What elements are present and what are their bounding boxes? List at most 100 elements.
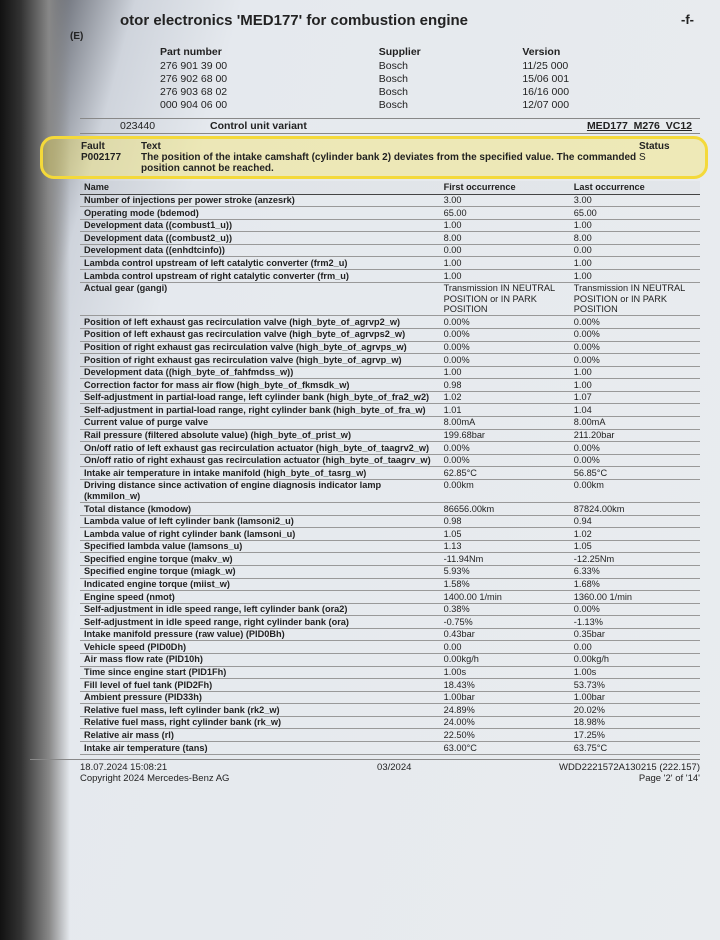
table-row: Development data ((combust1_u))1.001.00 [80, 219, 700, 232]
param-name: Position of right exhaust gas recirculat… [80, 354, 440, 367]
param-first: 0.00% [440, 442, 570, 455]
col-last-occurrence: Last occurrence [570, 181, 700, 194]
part-row: 276 903 68 02Bosch16/16 000 [160, 86, 680, 99]
param-name: Self-adjustment in partial-load range, r… [80, 404, 440, 417]
param-name: Vehicle speed (PID0Dh) [80, 641, 440, 654]
param-name: Self-adjustment in partial-load range, l… [80, 391, 440, 404]
param-name: Fill level of fuel tank (PID2Fh) [80, 679, 440, 692]
part-cell: 276 903 68 02 [160, 86, 379, 99]
table-row: Specified engine torque (miagk_w)5.93%6.… [80, 565, 700, 578]
param-first: 24.00% [440, 716, 570, 729]
param-last: -12.25Nm [570, 553, 700, 566]
part-row: 276 901 39 00Bosch11/25 000 [160, 60, 680, 73]
param-last: -1.13% [570, 616, 700, 629]
param-name: Number of injections per power stroke (a… [80, 194, 440, 207]
param-last: 1.68% [570, 578, 700, 591]
part-numbers-table: Part number Supplier Version 276 901 39 … [160, 46, 680, 112]
table-row: Self-adjustment in idle speed range, rig… [80, 616, 700, 629]
param-last: Transmission IN NEUTRAL POSITION or IN P… [570, 282, 700, 316]
param-last: 0.00% [570, 328, 700, 341]
table-row: Total distance (kmodow)86656.00km87824.0… [80, 503, 700, 516]
param-first: 199.68bar [440, 429, 570, 442]
side-label: (E) [70, 31, 700, 42]
page-footer: 18.07.2024 15:08:21 Copyright 2024 Merce… [30, 759, 700, 784]
part-cell: 15/06 001 [522, 73, 680, 86]
param-name: Current value of purge valve [80, 416, 440, 429]
param-last: 17.25% [570, 729, 700, 742]
table-row: Position of left exhaust gas recirculati… [80, 328, 700, 341]
table-row: Air mass flow rate (PID10h)0.00kg/h0.00k… [80, 653, 700, 666]
table-row: Relative fuel mass, right cylinder bank … [80, 716, 700, 729]
param-first: 0.00kg/h [440, 653, 570, 666]
param-first: Transmission IN NEUTRAL POSITION or IN P… [440, 282, 570, 316]
param-name: Specified engine torque (makv_w) [80, 553, 440, 566]
part-cell: 276 901 39 00 [160, 60, 379, 73]
param-name: Lambda control upstream of right catalyt… [80, 270, 440, 283]
param-last: 8.00 [570, 232, 700, 245]
fault-header-status: Status [639, 141, 699, 152]
part-cell: 276 902 68 00 [160, 73, 379, 86]
param-first: 0.00% [440, 341, 570, 354]
param-name: Operating mode (bdemod) [80, 207, 440, 220]
param-name: Development data ((high_byte_of_fahfmdss… [80, 366, 440, 379]
param-last: 1.05 [570, 540, 700, 553]
param-last: 1.00s [570, 666, 700, 679]
param-last: 56.85°C [570, 467, 700, 480]
param-name: Intake air temperature (tans) [80, 742, 440, 755]
table-row: On/off ratio of right exhaust gas recirc… [80, 454, 700, 467]
part-cell: Bosch [379, 60, 523, 73]
table-row: Self-adjustment in partial-load range, r… [80, 404, 700, 417]
param-last: 0.00 [570, 641, 700, 654]
param-name: Specified engine torque (miagk_w) [80, 565, 440, 578]
param-last: 8.00mA [570, 416, 700, 429]
col-part-number: Part number [160, 46, 379, 60]
param-first: 1.00 [440, 219, 570, 232]
table-row: Relative air mass (rl)22.50%17.25% [80, 729, 700, 742]
param-name: On/off ratio of right exhaust gas recirc… [80, 454, 440, 467]
fault-code: P002177 [81, 152, 141, 174]
param-last: 20.02% [570, 704, 700, 717]
param-first: 0.00 [440, 641, 570, 654]
param-first: 1.00 [440, 257, 570, 270]
param-last: 1.00 [570, 219, 700, 232]
param-last: 1.07 [570, 391, 700, 404]
highlighted-fault: Fault Text Status P002177 The position o… [40, 136, 708, 179]
param-name: Development data ((enhdtcinfo)) [80, 244, 440, 257]
fault-header-code: Fault [81, 141, 141, 152]
param-last: 1.00 [570, 257, 700, 270]
col-name: Name [80, 181, 440, 194]
param-first: 1.13 [440, 540, 570, 553]
param-first: 0.00% [440, 316, 570, 329]
page-header: -f- otor electronics 'MED177' for combus… [80, 12, 700, 42]
table-row: Intake manifold pressure (raw value) (PI… [80, 628, 700, 641]
param-name: Position of right exhaust gas recirculat… [80, 341, 440, 354]
param-first: 0.43bar [440, 628, 570, 641]
table-row: Development data ((enhdtcinfo))0.000.00 [80, 244, 700, 257]
part-row: 000 904 06 00Bosch12/07 000 [160, 99, 680, 112]
param-first: 22.50% [440, 729, 570, 742]
param-name: Total distance (kmodow) [80, 503, 440, 516]
param-last: 63.75°C [570, 742, 700, 755]
table-row: Operating mode (bdemod)65.0065.00 [80, 207, 700, 220]
param-last: 3.00 [570, 194, 700, 207]
param-first: 0.00% [440, 328, 570, 341]
param-last: 0.00% [570, 442, 700, 455]
param-name: Position of left exhaust gas recirculati… [80, 328, 440, 341]
table-row: Specified lambda value (lamsons_u)1.131.… [80, 540, 700, 553]
part-row: 276 902 68 00Bosch15/06 001 [160, 73, 680, 86]
control-unit-variant-row: 023440 Control unit variant MED177_M276_… [80, 118, 700, 134]
table-row: Development data ((high_byte_of_fahfmdss… [80, 366, 700, 379]
table-row: Position of left exhaust gas recirculati… [80, 316, 700, 329]
table-row: Rail pressure (filtered absolute value) … [80, 429, 700, 442]
param-name: Specified lambda value (lamsons_u) [80, 540, 440, 553]
page-title: otor electronics 'MED177' for combustion… [120, 12, 700, 29]
param-last: 6.33% [570, 565, 700, 578]
fault-text: The position of the intake camshaft (cyl… [141, 152, 639, 174]
param-last: 0.00% [570, 603, 700, 616]
param-last: 1.02 [570, 528, 700, 541]
header-suffix: -f- [681, 12, 694, 27]
param-last: 0.00% [570, 316, 700, 329]
param-name: Relative fuel mass, right cylinder bank … [80, 716, 440, 729]
table-row: Vehicle speed (PID0Dh)0.000.00 [80, 641, 700, 654]
param-first: 8.00mA [440, 416, 570, 429]
